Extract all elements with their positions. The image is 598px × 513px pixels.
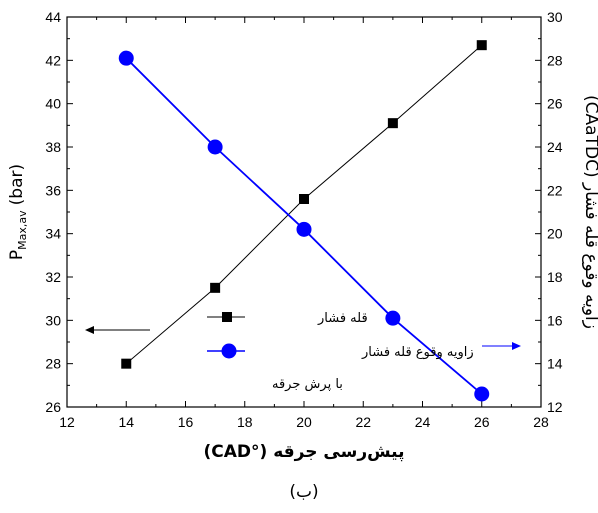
- y-right-tick-label: 30: [547, 9, 563, 25]
- y-left-tick-label: 42: [45, 52, 61, 68]
- y-axis-right-title: زاویه وقوع قله فشار (CAaTDC): [581, 95, 598, 329]
- legend-entry-peak-pressure: قله فشار: [207, 311, 368, 326]
- y-left-tick-label: 26: [45, 399, 61, 415]
- data-point-circle: [207, 139, 223, 155]
- y-right-tick-label: 22: [547, 182, 563, 198]
- y-right-tick-label: 12: [547, 399, 563, 415]
- y-right-tick-label: 16: [547, 312, 563, 328]
- y-left-tick-label: 30: [45, 312, 61, 328]
- x-tick-label: 26: [474, 414, 490, 430]
- y-left-tick-label: 36: [45, 182, 61, 198]
- data-point-circle: [385, 310, 401, 326]
- data-point-circle: [118, 50, 134, 66]
- x-tick-label: 22: [355, 414, 371, 430]
- series-line-0: [125, 44, 483, 365]
- data-point-square: [387, 118, 398, 129]
- y-right-tick-label: 28: [547, 52, 563, 68]
- figure-caption: (ب): [289, 482, 318, 502]
- x-tick-label: 24: [415, 414, 431, 430]
- y-right-tick-label: 26: [547, 96, 563, 112]
- x-tick-label: 16: [178, 414, 194, 430]
- ticks: 12 14 16 18 20 22 24 26 28 26 28 30 32 34 36 38 40 42 44 12…: [45, 9, 562, 430]
- y-left-tick-label: 44: [45, 9, 61, 25]
- legend-label-peak-angle: زاویه وقوع قله فشار: [361, 345, 474, 360]
- y-right-tick-label: 24: [547, 139, 563, 155]
- y-axis-left-sub: Max,av: [16, 210, 29, 250]
- series: [118, 40, 490, 402]
- legend-label-peak-pressure: قله فشار: [317, 311, 368, 326]
- legend-entry-peak-angle: زاویه وقوع قله فشار: [207, 343, 474, 360]
- legend-square-marker: [222, 312, 232, 322]
- left-axis-arrow: [85, 326, 150, 334]
- legend: قله فشار زاویه وقوع قله فشار با پرش جرقه: [207, 311, 474, 392]
- x-tick-label: 18: [237, 414, 253, 430]
- x-tick-label: 12: [59, 414, 75, 430]
- data-point-circle: [474, 386, 490, 402]
- data-point-square: [299, 194, 309, 204]
- x-axis-title: پیش‌رسی جرقه (°CAD): [204, 442, 405, 462]
- x-tick-label: 28: [533, 414, 549, 430]
- legend-note: با پرش جرقه: [272, 377, 343, 392]
- y-left-tick-label: 40: [45, 96, 61, 112]
- legend-circle-marker: [221, 343, 237, 359]
- y-axis-left-unit: (bar): [7, 164, 27, 205]
- y-right-tick-label: 20: [547, 226, 563, 242]
- y-left-tick-label: 32: [45, 269, 61, 285]
- y-left-tick-label: 28: [45, 356, 61, 372]
- y-left-tick-label: 34: [45, 226, 61, 242]
- y-right-tick-label: 18: [547, 269, 563, 285]
- x-tick-label: 20: [296, 414, 312, 430]
- data-point-circle: [296, 221, 312, 237]
- right-axis-arrow: [482, 342, 521, 350]
- data-point-square: [121, 358, 132, 369]
- data-point-square: [476, 40, 487, 51]
- x-tick-label: 14: [118, 414, 134, 430]
- y-right-tick-label: 14: [547, 356, 563, 372]
- y-axis-left-main: P: [7, 250, 27, 260]
- y-axis-left-title: PMax,av (bar): [7, 164, 29, 260]
- y-left-tick-label: 38: [45, 139, 61, 155]
- data-point-square: [210, 282, 221, 293]
